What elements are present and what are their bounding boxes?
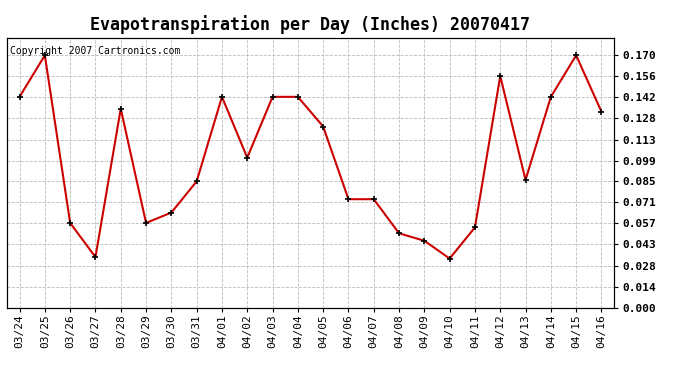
Text: Copyright 2007 Cartronics.com: Copyright 2007 Cartronics.com <box>10 46 180 56</box>
Text: Evapotranspiration per Day (Inches) 20070417: Evapotranspiration per Day (Inches) 2007… <box>90 15 531 34</box>
